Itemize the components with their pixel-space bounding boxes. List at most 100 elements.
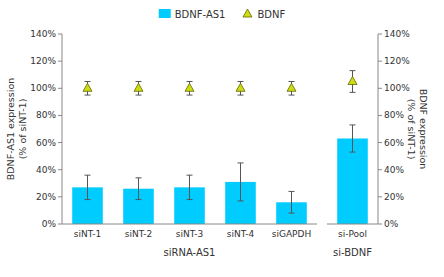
tick-label: 40% [384,165,404,175]
tick [378,88,382,89]
tick [378,115,382,116]
tick-label: 80% [384,110,404,120]
chart: 0% 20% 40% 60% 80% 100% 120% 140% siNT-1 siNT-2 si… [0,0,444,277]
error-cap [350,70,356,71]
y-label-line: BDNF-AS1 expression [5,78,16,180]
category-label: siNT-1 [74,229,102,239]
category-label: siNT-2 [125,229,153,239]
tick [58,224,62,225]
error-line [138,178,139,200]
error-bar [238,163,244,201]
tick-label: 100% [30,83,56,93]
y-label: BDNF-AS1 expression(% of siNT-1) [5,78,28,180]
marker [134,83,143,91]
marker [236,83,245,91]
error-cap [289,81,295,82]
tick-label: 60% [36,138,56,148]
error-bar [187,175,193,199]
error-cap [238,95,244,96]
tick [58,196,62,197]
category-label: siNT-4 [227,229,255,239]
error-cap [85,81,91,82]
error-cap [238,81,244,82]
error-cap [187,81,193,82]
error-bar [85,175,91,199]
error-bar [350,125,356,152]
tick [58,169,62,170]
tick-label: 120% [30,56,56,66]
tick [58,142,62,143]
error-cap [85,95,91,96]
legend-label: BDNF [257,9,285,20]
error-line [240,163,241,201]
error-cap [289,95,295,96]
tick [378,34,382,35]
y-label-line: (% of siNT-1) [406,99,417,160]
x-axis [327,224,378,225]
panel: 0% 20% 40% 60% 80% 100% 120% 140% siNT-1 siNT-2 si… [5,29,317,258]
tick-label: 100% [384,83,410,93]
category-label: siGAPDH [272,229,311,239]
error-cap [187,199,193,200]
tick-label: 20% [36,192,56,202]
legend-label: BDNF-AS1 [175,9,226,20]
tick [378,61,382,62]
error-bar [289,191,295,213]
error-cap [85,199,91,200]
tick [378,142,382,143]
y-label-line: BDNF expression [418,89,429,170]
legend: BDNF-AS1 BDNF [159,9,286,20]
tick [58,34,62,35]
error-cap [85,175,91,176]
tick [378,224,382,225]
marker [287,83,296,91]
tick [58,88,62,89]
tick-label: 120% [384,56,410,66]
y-axis [62,34,63,224]
x-label: si-BDNF [333,247,372,258]
error-cap [238,162,244,163]
tick [378,169,382,170]
tick-label: 0% [384,219,399,229]
legend-swatch [159,9,171,18]
marks [337,71,368,224]
error-cap [350,152,356,153]
error-line [352,125,353,152]
x-axis [62,224,317,225]
error-line [87,175,88,199]
tick-label: 140% [30,29,56,39]
x-label: siRNA-AS1 [164,247,216,258]
error-cap [136,199,142,200]
error-cap [289,213,295,214]
tick [378,196,382,197]
error-cap [289,191,295,192]
error-cap [136,95,142,96]
error-cap [187,95,193,96]
error-cap [187,175,193,176]
tick-label: 0% [42,219,57,229]
tick-label: 20% [384,192,404,202]
tick [58,61,62,62]
y-label-line: (% of siNT-1) [17,99,28,160]
panel: 0%20%40%60%80%100%120%140%si-Poolsi-BDNF… [327,29,429,258]
tick-label: 80% [36,110,56,120]
category-label: si-Pool [338,229,367,239]
error-cap [350,92,356,93]
error-line [291,191,292,213]
category-label: siNT-3 [176,229,204,239]
marker [348,77,357,85]
marker [83,83,92,91]
tick-label: 60% [384,138,404,148]
legend-swatch [243,9,252,17]
marker [185,83,194,91]
tick-label: 40% [36,165,56,175]
y-label: BDNF expression(% of siNT-1) [406,89,429,170]
y-axis [378,34,379,224]
error-cap [238,200,244,201]
error-line [189,175,190,199]
error-bar [136,178,142,200]
error-cap [136,177,142,178]
error-cap [350,124,356,125]
marks [72,82,307,225]
error-cap [136,81,142,82]
